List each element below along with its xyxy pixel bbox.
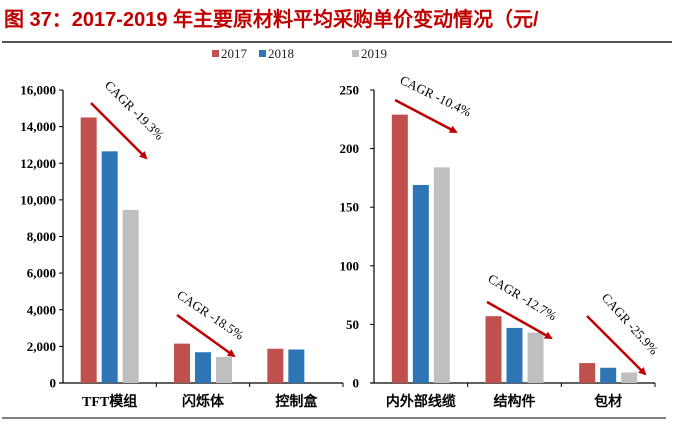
y-tick-label: 250: [340, 83, 360, 98]
legend-label-2018: 2018: [268, 46, 294, 61]
y-tick-label: 200: [340, 141, 360, 156]
y-tick-label: 0: [50, 376, 57, 391]
bar-闪烁体-2018: [195, 352, 211, 383]
cagr-label: CAGR -10.4%: [398, 72, 474, 119]
cagr-label: CAGR -19.3%: [102, 78, 167, 143]
cagr-arrow: [394, 98, 458, 134]
cagr-arrow: [486, 300, 553, 340]
x-category-label: 结构件: [494, 393, 536, 410]
x-category-label: TFT模组: [82, 393, 137, 410]
legend-swatch-2018: [259, 50, 266, 57]
y-tick-label: 10,000: [20, 192, 56, 207]
legend-label-2019: 2019: [361, 46, 387, 61]
cagr-arrow: [90, 102, 148, 160]
bar-结构件-2018: [506, 327, 523, 383]
cagr-label: CAGR -18.5%: [174, 287, 247, 343]
bar-内外部线缆-2017: [391, 114, 408, 383]
bar-包材-2019: [621, 372, 638, 383]
y-tick-label: 12,000: [20, 156, 56, 171]
y-tick-label: 16,000: [20, 83, 56, 98]
x-category-label: 闪烁体: [182, 393, 225, 410]
y-tick-label: 14,000: [20, 119, 56, 134]
y-tick-label: 100: [340, 258, 360, 273]
bar-TFT模组-2017: [80, 117, 97, 383]
bar-闪烁体-2017: [174, 343, 190, 383]
bar-内外部线缆-2019: [433, 167, 450, 383]
chart-1: 0 2,000 4,000 6,000 8,000 10,000 12,000 14,000 1…: [20, 78, 344, 410]
bar-控制盒-2017: [267, 348, 284, 383]
bar-包材-2018: [600, 367, 617, 383]
bar-TFT模组-2019: [122, 209, 139, 383]
y-tick-label: 2,000: [27, 339, 56, 354]
x-category-label: 控制盒: [275, 393, 318, 410]
cagr-label: CAGR -12.7%: [485, 271, 559, 324]
y-tick-label: 150: [340, 200, 360, 215]
cagr-arrow: [176, 313, 236, 358]
x-category-label: 内外部线缆: [386, 393, 456, 410]
y-tick-label: 0: [353, 376, 360, 391]
legend-swatch-2019: [352, 50, 359, 57]
chart-2: 0 50 100 150 200 250 内外部线缆 结构件 包材 CAGR -10.4% CAGR…: [340, 72, 662, 410]
legend-swatch-2017: [212, 50, 219, 57]
bar-结构件-2019: [527, 332, 544, 383]
bar-结构件-2017: [485, 316, 502, 383]
y-tick-label: 50: [346, 317, 359, 332]
legend-label-2017: 2017: [221, 46, 248, 61]
y-tick-label: 6,000: [27, 266, 56, 281]
bar-控制盒-2018: [288, 349, 305, 383]
bar-内外部线缆-2018: [412, 184, 429, 383]
y-tick-label: 4,000: [27, 302, 56, 317]
bar-闪烁体-2019: [216, 356, 232, 383]
y-tick-label: 8,000: [27, 229, 56, 244]
figure-title: 图 37：2017-2019 年主要原材料平均采购单价变动情况（元/: [4, 9, 539, 31]
cagr-arrow: [586, 315, 647, 376]
bar-包材-2017: [579, 363, 596, 383]
bar-TFT模组-2018: [101, 151, 118, 383]
x-category-label: 包材: [594, 393, 622, 410]
cagr-label: CAGR -25.9%: [599, 290, 662, 358]
